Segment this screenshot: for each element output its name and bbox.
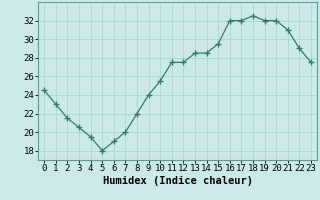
X-axis label: Humidex (Indice chaleur): Humidex (Indice chaleur) bbox=[103, 176, 252, 186]
